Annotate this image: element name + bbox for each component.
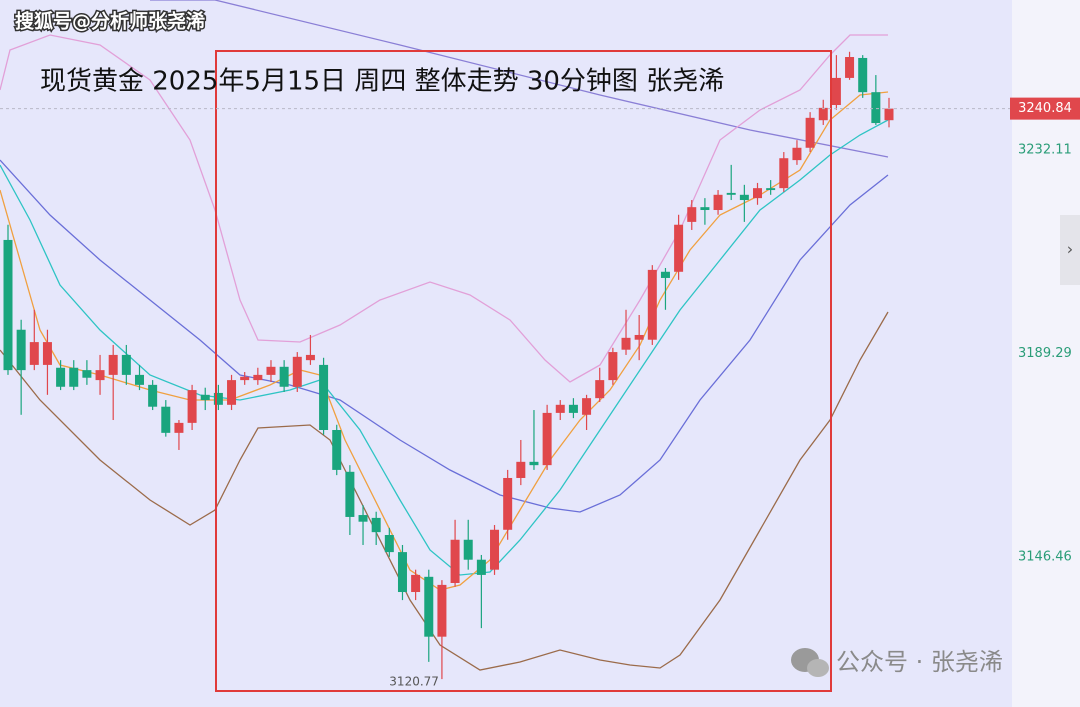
candle-body: [292, 356, 302, 387]
candle-body: [621, 337, 631, 350]
candle-body: [121, 354, 131, 375]
highlight-box: [215, 50, 832, 692]
candle-body: [674, 224, 684, 272]
candle-body: [779, 158, 789, 189]
last-price-label: 3240.84: [1018, 101, 1072, 116]
candle-body: [687, 207, 697, 222]
candle-body: [213, 392, 223, 405]
candle-body: [568, 404, 578, 413]
svg-text:›: ›: [1067, 240, 1073, 259]
candle-body: [56, 367, 66, 387]
candle-body: [555, 404, 565, 413]
bollinger-upper: [0, 34, 888, 383]
candle-body: [805, 117, 815, 148]
candle-body: [3, 239, 13, 371]
last-price-tag: [1010, 97, 1080, 120]
candle-body: [384, 535, 394, 553]
candle-body: [766, 188, 776, 191]
candle-body: [831, 77, 841, 106]
candle-body: [582, 398, 592, 415]
candle-body: [332, 429, 342, 470]
candle-body: [174, 422, 184, 433]
candle-body: [200, 394, 210, 401]
plot-background: [0, 0, 1012, 707]
candle-body: [858, 57, 868, 93]
candle-body: [82, 370, 92, 378]
candle-body: [739, 194, 749, 201]
candle-body: [253, 374, 263, 381]
candle-body: [266, 366, 276, 375]
candle-body: [660, 271, 670, 278]
candle-body: [279, 366, 289, 387]
candle-body: [240, 376, 250, 381]
candle-body: [542, 412, 552, 466]
candle-body: [516, 461, 526, 478]
candle-body: [713, 194, 723, 211]
candle-body: [595, 380, 605, 399]
candle-body: [792, 147, 802, 161]
candle-body: [463, 539, 473, 560]
candle-body: [148, 384, 158, 407]
footer-watermark: 公众号 · 张尧浠: [836, 648, 1003, 676]
candle-body: [608, 352, 618, 381]
side-button[interactable]: ›: [1060, 215, 1080, 285]
candle-body: [358, 515, 368, 522]
candle-body: [411, 574, 421, 593]
candle-body: [319, 364, 329, 430]
low-annotation: 3120.77: [389, 675, 439, 689]
candle-body: [726, 192, 736, 195]
candle-body: [450, 539, 460, 583]
fast-ma: [0, 91, 889, 591]
candle-body: [42, 342, 52, 365]
candle-body: [476, 559, 486, 575]
candle-body: [503, 477, 513, 530]
candle-body: [700, 207, 710, 211]
candle-body: [305, 354, 315, 361]
candle-body: [187, 390, 197, 423]
candle-body: [29, 342, 39, 365]
y-tick-label: 3189.29: [1018, 346, 1072, 361]
candle-body: [227, 380, 237, 405]
mid-ma: [0, 119, 889, 576]
candles: [3, 51, 894, 680]
candle-body: [871, 92, 881, 124]
watermark: 搜狐号@分析师张尧浠: [15, 10, 205, 33]
candle-body: [884, 108, 894, 121]
candle-body: [647, 269, 657, 340]
chart-title: 现货黄金 2025年5月15日 周四 整体走势 30分钟图 张尧浠: [40, 67, 724, 97]
candle-body: [818, 107, 828, 121]
y-tick-label: 3146.46: [1018, 550, 1072, 565]
candle-body: [371, 517, 381, 533]
candle-body: [95, 370, 105, 381]
candle-body: [753, 188, 763, 199]
candle-body: [345, 471, 355, 517]
candle-body: [69, 367, 79, 387]
candle-body: [490, 529, 500, 570]
candle-body: [437, 584, 447, 637]
bollinger-lower: [0, 311, 889, 671]
candle-body: [424, 576, 434, 637]
candle-body: [529, 461, 539, 466]
candle-body: [134, 374, 144, 385]
candle-body: [634, 334, 644, 340]
candle-body: [845, 57, 855, 78]
candle-body: [397, 552, 407, 593]
wechat-icon: [791, 648, 829, 677]
candle-body: [16, 329, 26, 371]
candle-body: [161, 406, 171, 433]
y-tick-label: 3232.11: [1018, 143, 1072, 158]
candle-body: [108, 354, 118, 375]
slow-ma: [0, 159, 889, 513]
long-ma: [150, 0, 889, 158]
indicators: [0, 0, 889, 671]
